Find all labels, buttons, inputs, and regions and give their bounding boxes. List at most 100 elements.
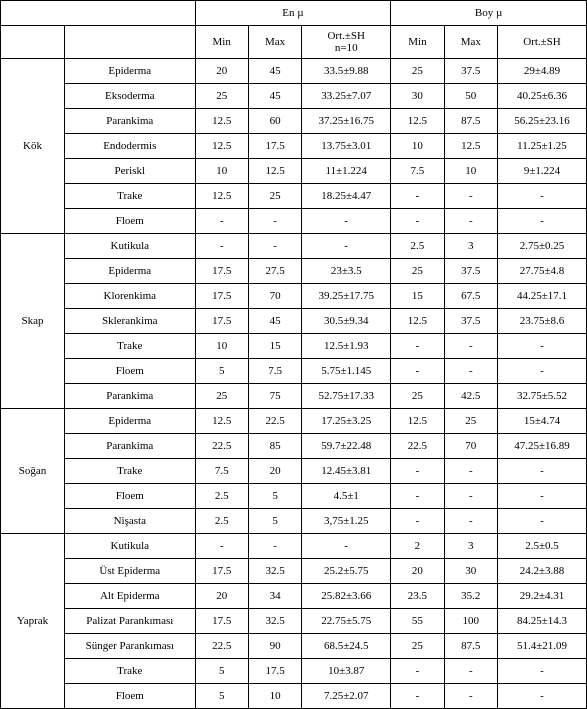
boy-ort: 24.2±3.88 [497,559,586,584]
table-row: Parankima22.58559.7±22.4822.57047.25±16.… [1,434,587,459]
en-ort: 59.7±22.48 [302,434,391,459]
table-row: Floem2.554.5±1--- [1,484,587,509]
en-max: 45 [248,84,301,109]
en-ort: - [302,534,391,559]
row-label: Epiderma [65,409,195,434]
boy-min: 12.5 [391,309,444,334]
row-label: Floem [65,359,195,384]
en-max: 70 [248,284,301,309]
measurements-table: En µ Boy µ Min Max Ort.±SH n=10 Min Max … [0,0,587,709]
en-max: - [248,234,301,259]
en-max: 25 [248,184,301,209]
boy-max: 37.5 [444,309,497,334]
boy-min: 30 [391,84,444,109]
min-header: Min [391,26,444,59]
en-max: 15 [248,334,301,359]
table-row: Alt Epiderma203425.82±3.6623.535.229.2±4… [1,584,587,609]
row-label: Alt Epiderma [65,584,195,609]
boy-ort: - [497,184,586,209]
boy-min: 25 [391,634,444,659]
en-ort: 12.5±1.93 [302,334,391,359]
boy-max: 100 [444,609,497,634]
boy-min: 55 [391,609,444,634]
table-row: Trake7.52012.45±3.81--- [1,459,587,484]
boy-ort: 15±4.74 [497,409,586,434]
en-ort: 10±3.87 [302,659,391,684]
boy-max: 30 [444,559,497,584]
boy-ort: 27.75±4.8 [497,259,586,284]
boy-min: - [391,359,444,384]
en-ort: 18.25±4.47 [302,184,391,209]
boy-ort: 29±4.89 [497,59,586,84]
table-row: SkapKutikula---2.532.75±0.25 [1,234,587,259]
en-min: 5 [195,359,248,384]
boy-max: 67.5 [444,284,497,309]
en-min: - [195,209,248,234]
empty-cell [1,1,196,26]
row-label: Epiderma [65,259,195,284]
en-max: 32.5 [248,559,301,584]
boy-max: - [444,484,497,509]
en-max: 20 [248,459,301,484]
row-label: Nişasta [65,509,195,534]
row-label: Floem [65,684,195,709]
boy-max: 42.5 [444,384,497,409]
boy-max: 70 [444,434,497,459]
en-max: 85 [248,434,301,459]
en-ort: 25.2±5.75 [302,559,391,584]
row-label: Floem [65,209,195,234]
en-ort: 12.45±3.81 [302,459,391,484]
en-max: 17.5 [248,134,301,159]
row-label: Kutikula [65,234,195,259]
en-max: 5 [248,509,301,534]
row-label: Trake [65,459,195,484]
en-ort: 25.82±3.66 [302,584,391,609]
en-ort: 17.25±3.25 [302,409,391,434]
table-row: Trake517.510±3.87--- [1,659,587,684]
boy-max: - [444,659,497,684]
en-max: 75 [248,384,301,409]
row-label: Trake [65,184,195,209]
en-max: 22.5 [248,409,301,434]
row-label: Endodermis [65,134,195,159]
boy-min: 12.5 [391,109,444,134]
table-row: KökEpiderma204533.5±9.882537.529±4.89 [1,59,587,84]
row-label: Klorenkima [65,284,195,309]
en-max: 7.5 [248,359,301,384]
en-max: 34 [248,584,301,609]
ort-header-boy: Ort.±SH [497,26,586,59]
boy-max: - [444,184,497,209]
en-min: 5 [195,659,248,684]
boy-min: - [391,484,444,509]
empty-cell [65,26,195,59]
en-min: 10 [195,159,248,184]
table-row: Parankima257552.75±17.332542.532.75±5.52 [1,384,587,409]
boy-max: - [444,684,497,709]
boy-ort: - [497,334,586,359]
en-max: 45 [248,59,301,84]
boy-min: 25 [391,59,444,84]
boy-ort: 44.25±17.1 [497,284,586,309]
en-max: 5 [248,484,301,509]
en-min: 25 [195,384,248,409]
row-label: Trake [65,334,195,359]
en-ort: 7.25±2.07 [302,684,391,709]
en-min: 22.5 [195,434,248,459]
boy-ort: 23.75±8.6 [497,309,586,334]
boy-ort: - [497,209,586,234]
table-row: Trake12.52518.25±4.47--- [1,184,587,209]
table-row: Üst Epiderma17.532.525.2±5.75203024.2±3.… [1,559,587,584]
boy-header: Boy µ [391,1,587,26]
en-max: 45 [248,309,301,334]
boy-max: - [444,209,497,234]
boy-ort: - [497,684,586,709]
en-max: 17.5 [248,659,301,684]
en-min: 20 [195,59,248,84]
boy-max: - [444,334,497,359]
boy-min: 12.5 [391,409,444,434]
en-min: 17.5 [195,559,248,584]
en-max: 90 [248,634,301,659]
boy-min: - [391,459,444,484]
row-label: Eksoderma [65,84,195,109]
table-row: Floem5107.25±2.07--- [1,684,587,709]
